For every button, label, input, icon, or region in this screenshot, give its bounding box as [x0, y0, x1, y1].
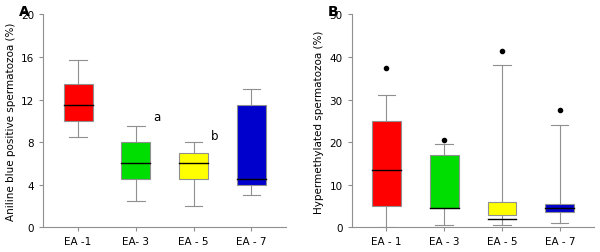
Text: a: a [153, 111, 160, 123]
Y-axis label: Hypermethylated spermatozoa (%): Hypermethylated spermatozoa (%) [314, 30, 324, 213]
Text: B: B [328, 5, 338, 19]
Bar [430, 155, 458, 208]
Bar [545, 204, 574, 213]
Y-axis label: Aniline blue positive spermatozoa (%): Aniline blue positive spermatozoa (%) [5, 23, 16, 220]
Bar [372, 121, 401, 206]
Bar [488, 202, 517, 215]
Text: A: A [19, 5, 30, 19]
Bar [237, 105, 266, 185]
Bar [64, 84, 92, 121]
Bar [121, 143, 151, 180]
Text: b: b [211, 130, 218, 143]
Bar [179, 153, 208, 180]
